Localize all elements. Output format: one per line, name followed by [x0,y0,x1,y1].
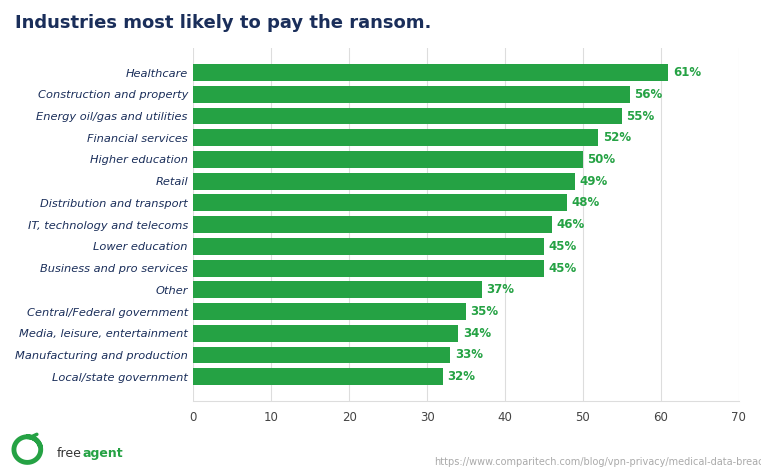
Text: 45%: 45% [549,261,577,275]
Text: agent: agent [83,447,123,460]
Text: 37%: 37% [486,283,514,296]
Text: 48%: 48% [572,196,600,210]
Text: 61%: 61% [673,66,702,79]
Bar [193,216,552,233]
Bar [193,325,458,342]
Text: 50%: 50% [587,153,616,166]
Bar [193,260,544,277]
Bar [193,238,544,255]
Text: 34%: 34% [463,327,491,340]
Text: 46%: 46% [556,218,584,231]
Bar [193,64,668,81]
Bar [193,303,466,320]
Bar [193,194,567,211]
Text: 55%: 55% [626,110,654,123]
Text: free: free [57,447,82,460]
Text: 52%: 52% [603,131,631,144]
Bar [193,173,575,190]
Bar [193,281,482,298]
Text: https://www.comparitech.com/blog/vpn-privacy/medical-data-breaches/: https://www.comparitech.com/blog/vpn-pri… [434,457,761,467]
Bar [193,129,598,146]
Bar [193,86,629,103]
Bar [193,108,622,125]
Bar [193,368,443,385]
Text: 45%: 45% [549,240,577,253]
Text: 33%: 33% [455,348,483,362]
Text: 56%: 56% [634,88,663,101]
Text: 35%: 35% [470,305,498,318]
Text: Industries most likely to pay the ransom.: Industries most likely to pay the ransom… [15,14,431,32]
Bar [193,346,451,363]
Bar [193,151,583,168]
Text: 49%: 49% [580,175,608,188]
Text: 32%: 32% [447,370,476,383]
